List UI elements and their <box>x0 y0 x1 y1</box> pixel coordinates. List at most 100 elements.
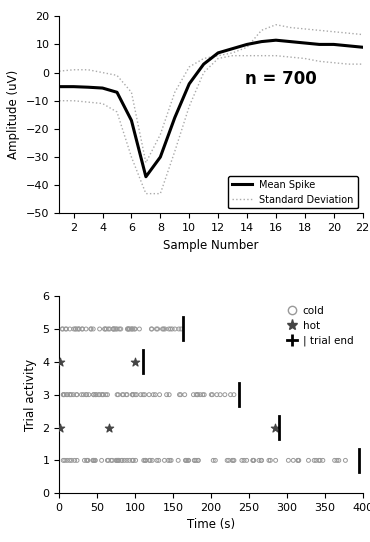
Point <box>60 390 66 399</box>
Point <box>168 325 174 333</box>
Point <box>256 456 262 464</box>
Point <box>83 325 89 333</box>
Point <box>241 456 247 464</box>
Point <box>105 423 111 432</box>
Point <box>214 390 220 399</box>
Point <box>73 325 78 333</box>
Point <box>131 325 137 333</box>
Point <box>130 390 136 399</box>
Point <box>62 456 68 464</box>
Point <box>120 390 125 399</box>
Point <box>73 325 79 333</box>
Point <box>266 456 272 464</box>
Point <box>127 325 132 333</box>
Point <box>191 456 197 464</box>
Point <box>85 456 91 464</box>
Point <box>80 325 85 333</box>
Point <box>126 325 132 333</box>
Mean Spike <box>332 41 336 48</box>
Point <box>336 456 342 464</box>
X-axis label: Sample Number: Sample Number <box>163 238 259 251</box>
Mean Spike <box>245 41 249 48</box>
Mean Spike <box>303 40 307 46</box>
Mean Spike <box>346 43 350 49</box>
Point <box>193 456 199 464</box>
Point <box>84 456 90 464</box>
Point <box>93 390 99 399</box>
Standard Deviation <box>317 27 322 34</box>
Point <box>63 325 69 333</box>
Point <box>217 390 223 399</box>
Point <box>149 325 155 333</box>
Point <box>130 390 135 399</box>
Point <box>332 456 337 464</box>
Point <box>60 456 66 464</box>
Mean Spike <box>187 81 191 87</box>
Point <box>142 456 148 464</box>
X-axis label: Time (s): Time (s) <box>187 519 235 532</box>
Point <box>114 390 120 399</box>
Point <box>115 390 121 399</box>
Line: Mean Spike: Mean Spike <box>59 40 363 177</box>
Point <box>114 325 120 333</box>
Point <box>208 390 214 399</box>
Point <box>60 325 65 333</box>
Mean Spike <box>274 37 278 43</box>
Standard Deviation <box>288 24 293 31</box>
Point <box>182 390 188 399</box>
Point <box>108 456 114 464</box>
Point <box>167 456 173 464</box>
Point <box>197 390 203 399</box>
Point <box>191 390 196 399</box>
Point <box>334 456 340 464</box>
Point <box>268 456 273 464</box>
Point <box>142 390 148 399</box>
Point <box>91 456 97 464</box>
Point <box>140 390 146 399</box>
Point <box>92 456 98 464</box>
Point <box>137 325 142 333</box>
Point <box>273 456 279 464</box>
Point <box>110 325 116 333</box>
Point <box>64 390 70 399</box>
Point <box>148 325 154 333</box>
Point <box>128 325 134 333</box>
Point <box>133 456 139 464</box>
Point <box>67 390 73 399</box>
Point <box>70 390 76 399</box>
Point <box>99 390 105 399</box>
Mean Spike <box>115 89 119 95</box>
Point <box>79 325 85 333</box>
Point <box>176 325 182 333</box>
Standard Deviation <box>303 25 307 32</box>
Point <box>166 390 172 399</box>
Point <box>296 456 302 464</box>
Point <box>103 390 109 399</box>
Point <box>120 390 126 399</box>
Point <box>172 325 178 333</box>
Point <box>169 325 175 333</box>
Standard Deviation <box>86 67 90 73</box>
Point <box>117 325 122 333</box>
Point <box>105 456 111 464</box>
Point <box>124 390 130 399</box>
Point <box>224 456 230 464</box>
Point <box>186 456 192 464</box>
Point <box>258 456 264 464</box>
Point <box>195 456 201 464</box>
Point <box>119 456 125 464</box>
Standard Deviation <box>100 69 105 76</box>
Point <box>182 456 188 464</box>
Point <box>115 456 121 464</box>
Point <box>116 456 122 464</box>
Point <box>71 325 77 333</box>
Point <box>317 456 323 464</box>
Point <box>178 325 184 333</box>
Point <box>159 325 165 333</box>
Point <box>57 358 63 366</box>
Point <box>130 390 135 399</box>
Point <box>85 456 91 464</box>
Point <box>113 325 119 333</box>
Point <box>231 456 237 464</box>
Point <box>110 325 116 333</box>
